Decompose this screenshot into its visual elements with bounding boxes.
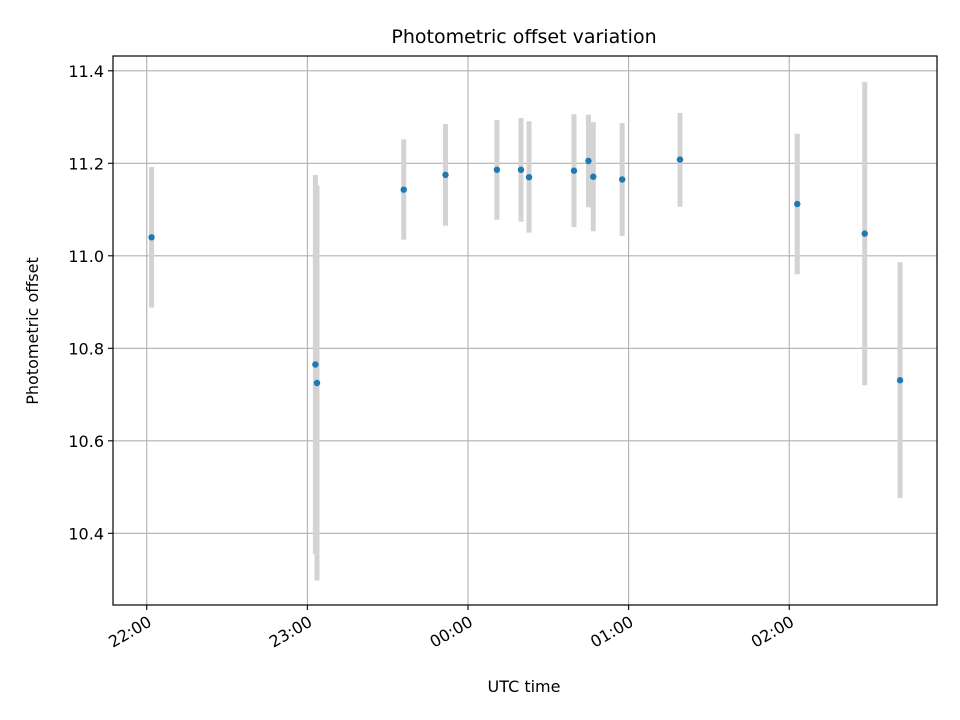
data-point (861, 230, 868, 237)
error-bars (149, 81, 903, 581)
data-point (590, 173, 597, 180)
y-tick-label: 10.4 (68, 524, 104, 543)
x-axis-label: UTC time (488, 677, 561, 696)
y-tick-label: 10.6 (68, 432, 104, 451)
data-point (148, 234, 155, 241)
data-point (400, 186, 407, 193)
x-tick-label: 01:00 (587, 612, 636, 652)
data-point (312, 361, 319, 368)
plot-frame (112, 55, 938, 606)
x-tick-label: 23:00 (266, 612, 315, 652)
data-points (148, 156, 904, 387)
y-axis-ticks: 10.4 10.6 10.8 11.0 11.2 11.4 (68, 62, 113, 543)
y-axis-label: Photometric offset (23, 257, 42, 405)
data-point (442, 171, 449, 179)
y-tick-label: 11.4 (68, 62, 104, 81)
y-tick-label: 11.0 (68, 247, 104, 266)
data-point (517, 166, 525, 173)
y-tick-label: 11.2 (68, 154, 104, 173)
data-point (618, 176, 626, 183)
data-point (570, 167, 578, 174)
data-point (896, 377, 904, 384)
data-point (493, 166, 501, 173)
data-point (313, 379, 321, 387)
grid (113, 56, 937, 605)
chart-title: Photometric offset variation (391, 26, 656, 48)
data-point (585, 157, 592, 165)
data-point (794, 200, 801, 208)
data-point (676, 156, 684, 163)
data-point (525, 173, 533, 181)
y-tick-label: 10.8 (68, 339, 104, 358)
x-axis-ticks: 22:00 23:00 00:00 01:00 02:00 (105, 605, 797, 652)
x-tick-label: 02:00 (748, 612, 797, 652)
x-tick-label: 22:00 (105, 612, 154, 652)
x-tick-label: 00:00 (427, 612, 476, 652)
